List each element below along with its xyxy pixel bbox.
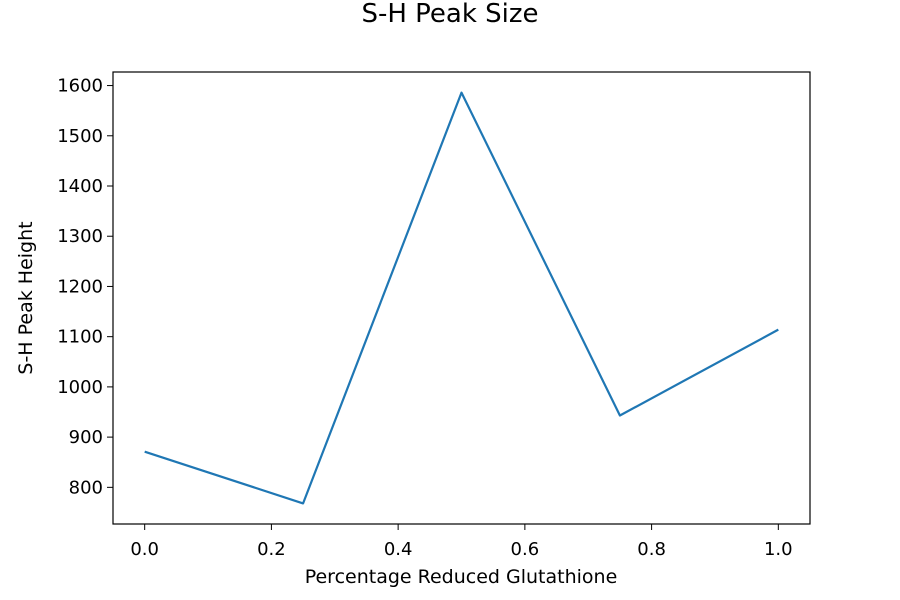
- series-line: [144, 91, 779, 505]
- x-tick-label: 0.6: [511, 539, 540, 560]
- y-tick-label: 1200: [57, 276, 103, 297]
- y-tick-label: 800: [69, 477, 103, 498]
- y-tick-label: 1600: [57, 76, 103, 97]
- series-points: [144, 92, 779, 504]
- x-axis-label: Percentage Reduced Glutathione: [305, 566, 618, 588]
- plot-area-frame: [112, 71, 811, 525]
- x-tick-label: 0.4: [384, 539, 413, 560]
- x-tick-label: 0.0: [130, 539, 159, 560]
- x-tick-label: 1.0: [764, 539, 793, 560]
- x-tick-label: 0.2: [257, 539, 286, 560]
- y-tick-label: 1100: [57, 327, 103, 348]
- y-axis-label: S-H Peak Height: [15, 221, 37, 374]
- y-tick-label: 1000: [57, 377, 103, 398]
- y-tick-label: 900: [69, 427, 103, 448]
- y-tick-label: 1300: [57, 226, 103, 247]
- y-tick-label: 1400: [57, 176, 103, 197]
- y-axis: 800 900 1000 1100 1200 1300 1400 1500 1600: [57, 76, 113, 498]
- x-axis: 0.0 0.2 0.4 0.6 0.8 1.0: [130, 524, 793, 560]
- chart-title: S-H Peak Size: [361, 0, 538, 29]
- y-tick-label: 1500: [57, 126, 103, 147]
- x-tick-label: 0.8: [637, 539, 666, 560]
